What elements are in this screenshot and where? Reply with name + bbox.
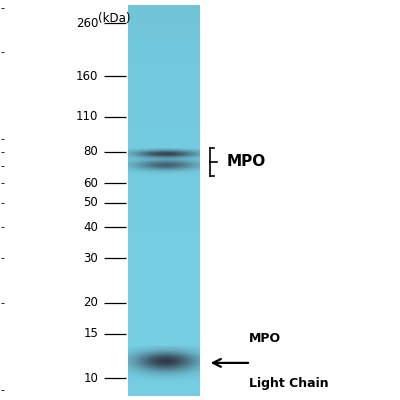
Text: (kDa): (kDa) — [98, 12, 130, 24]
Text: 50: 50 — [84, 196, 98, 209]
Text: 110: 110 — [76, 110, 98, 124]
Text: 15: 15 — [83, 328, 98, 340]
Text: 40: 40 — [83, 221, 98, 234]
Text: 10: 10 — [83, 372, 98, 385]
Text: 60: 60 — [83, 176, 98, 190]
Text: MPO: MPO — [249, 332, 281, 345]
Text: 260: 260 — [76, 17, 98, 30]
Text: 20: 20 — [83, 296, 98, 309]
Text: 80: 80 — [84, 145, 98, 158]
Text: 30: 30 — [84, 252, 98, 265]
Text: 160: 160 — [76, 70, 98, 83]
Text: Light Chain: Light Chain — [249, 377, 328, 390]
Text: MPO: MPO — [227, 154, 266, 169]
